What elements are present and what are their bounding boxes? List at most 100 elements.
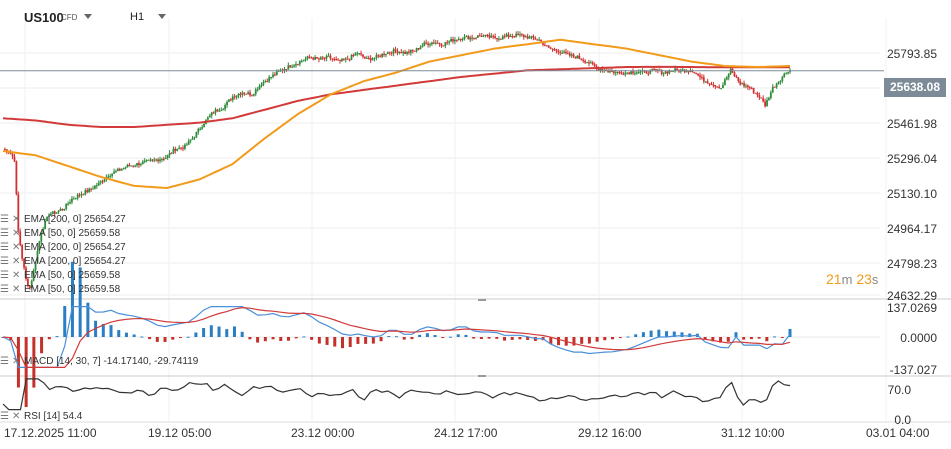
macd-histogram-bar	[580, 337, 584, 344]
candle-body	[184, 144, 186, 149]
candle-body	[270, 77, 272, 79]
macd-histogram-bar	[263, 337, 267, 342]
candle-body	[312, 57, 315, 60]
legend-row[interactable]: ☰ ✕ EMA [200, 0] 25654.27	[0, 256, 126, 267]
candle-body	[199, 128, 202, 130]
macd-histogram-bar	[78, 267, 82, 337]
candle-body	[722, 85, 724, 89]
close-icon[interactable]: ✕	[12, 228, 21, 239]
candle-body	[26, 278, 29, 286]
legend-row[interactable]: ☰ ✕ EMA [50, 0] 25659.58	[0, 284, 120, 295]
candle-body	[206, 117, 209, 120]
macd-histogram-bar	[178, 337, 182, 339]
candle-body	[25, 267, 27, 279]
candle-body	[220, 109, 223, 111]
macd-signal-line	[2, 306, 791, 368]
candle-body	[379, 55, 382, 57]
candle-body	[553, 49, 556, 51]
legend-row[interactable]: ☰ ✕ EMA [200, 0] 25654.27	[0, 242, 126, 253]
macd-histogram-bar	[317, 337, 321, 344]
candle-body	[300, 60, 303, 62]
symbol-label[interactable]: US100	[24, 10, 64, 25]
macd-histogram-bar	[487, 337, 491, 339]
candle-body	[758, 95, 761, 98]
candle-body	[480, 35, 483, 37]
settings-icon[interactable]: ☰	[0, 270, 9, 281]
candle-body	[21, 245, 24, 259]
macd-histogram-bar	[333, 337, 337, 347]
legend-row[interactable]: ☰ ✕ EMA [200, 0] 25654.27	[0, 214, 126, 225]
candle-body	[216, 109, 219, 112]
candle-body	[342, 58, 345, 60]
legend-row[interactable]: ☰ ✕ EMA [50, 0] 25659.58	[0, 228, 120, 239]
candle-body	[268, 77, 271, 82]
close-icon[interactable]: ✕	[12, 356, 21, 367]
symbol-dropdown-chevron-icon[interactable]	[84, 14, 92, 19]
settings-icon[interactable]: ☰	[0, 214, 9, 225]
candle-body	[90, 188, 92, 190]
candle-body	[348, 59, 351, 61]
candle-body	[701, 77, 703, 79]
close-icon[interactable]: ✕	[12, 411, 21, 422]
candle-body	[210, 112, 213, 116]
rsi-legend[interactable]: ☰ ✕ RSI [14] 54.4	[0, 411, 82, 422]
candle-body	[750, 87, 753, 89]
candle-body	[748, 87, 751, 89]
candle-body	[545, 45, 548, 47]
macd-histogram-bar	[132, 334, 136, 337]
settings-icon[interactable]: ☰	[0, 242, 9, 253]
timeframe-dropdown-chevron-icon[interactable]	[158, 14, 166, 19]
timeframe-label[interactable]: H1	[130, 11, 145, 23]
candle-body	[258, 85, 261, 90]
close-icon[interactable]: ✕	[12, 284, 21, 295]
settings-icon[interactable]: ☰	[0, 284, 9, 295]
chart-toolbar: US100 CFD H1	[0, 0, 951, 32]
candle-body	[11, 154, 14, 157]
close-icon[interactable]: ✕	[12, 242, 21, 253]
candle-body	[153, 159, 156, 161]
candle-body	[601, 69, 604, 71]
candle-body	[760, 97, 763, 99]
close-icon[interactable]: ✕	[12, 214, 21, 225]
macd-legend[interactable]: ☰ ✕ MACD [14, 30, 7] -14.17140, -29.74119	[0, 356, 198, 367]
candle-body	[287, 65, 290, 70]
candle-body	[499, 38, 502, 40]
candle-body	[781, 77, 784, 82]
candle-body	[697, 73, 699, 76]
settings-icon[interactable]: ☰	[0, 228, 9, 239]
settings-icon[interactable]: ☰	[0, 411, 9, 422]
candle-body	[723, 79, 726, 86]
candle-body	[664, 71, 667, 74]
macd-histogram-bar	[456, 334, 460, 337]
macd-histogram-bar	[109, 325, 113, 337]
macd-histogram-bar	[572, 337, 576, 346]
candle-body	[120, 169, 123, 171]
close-icon[interactable]: ✕	[12, 270, 21, 281]
macd-histogram-bar	[510, 337, 514, 340]
settings-icon[interactable]: ☰	[0, 256, 9, 267]
candle-body	[574, 56, 577, 59]
candle-body	[86, 190, 89, 193]
candle-body	[109, 175, 112, 177]
candle-body	[486, 34, 489, 36]
candle-body	[170, 153, 173, 155]
settings-icon[interactable]: ☰	[0, 356, 9, 367]
candle-body	[53, 211, 56, 214]
price-tick-label: 25461.98	[886, 117, 937, 131]
close-icon[interactable]: ✕	[12, 256, 21, 267]
candle-body	[247, 92, 249, 94]
candle-body	[239, 93, 242, 95]
candle-body	[626, 72, 629, 74]
candle-body	[452, 39, 454, 42]
candle-body	[645, 71, 648, 74]
legend-row[interactable]: ☰ ✕ EMA [50, 0] 25659.58	[0, 270, 120, 281]
macd-histogram-bar	[286, 337, 290, 341]
candle-body	[789, 70, 791, 73]
candle-body	[346, 58, 349, 60]
candle-body	[13, 156, 16, 162]
macd-histogram-bar	[526, 337, 530, 340]
candle-body	[224, 105, 227, 110]
candle-body	[559, 52, 562, 54]
macd-histogram-bar	[503, 337, 507, 341]
macd-histogram-bar	[418, 334, 422, 337]
